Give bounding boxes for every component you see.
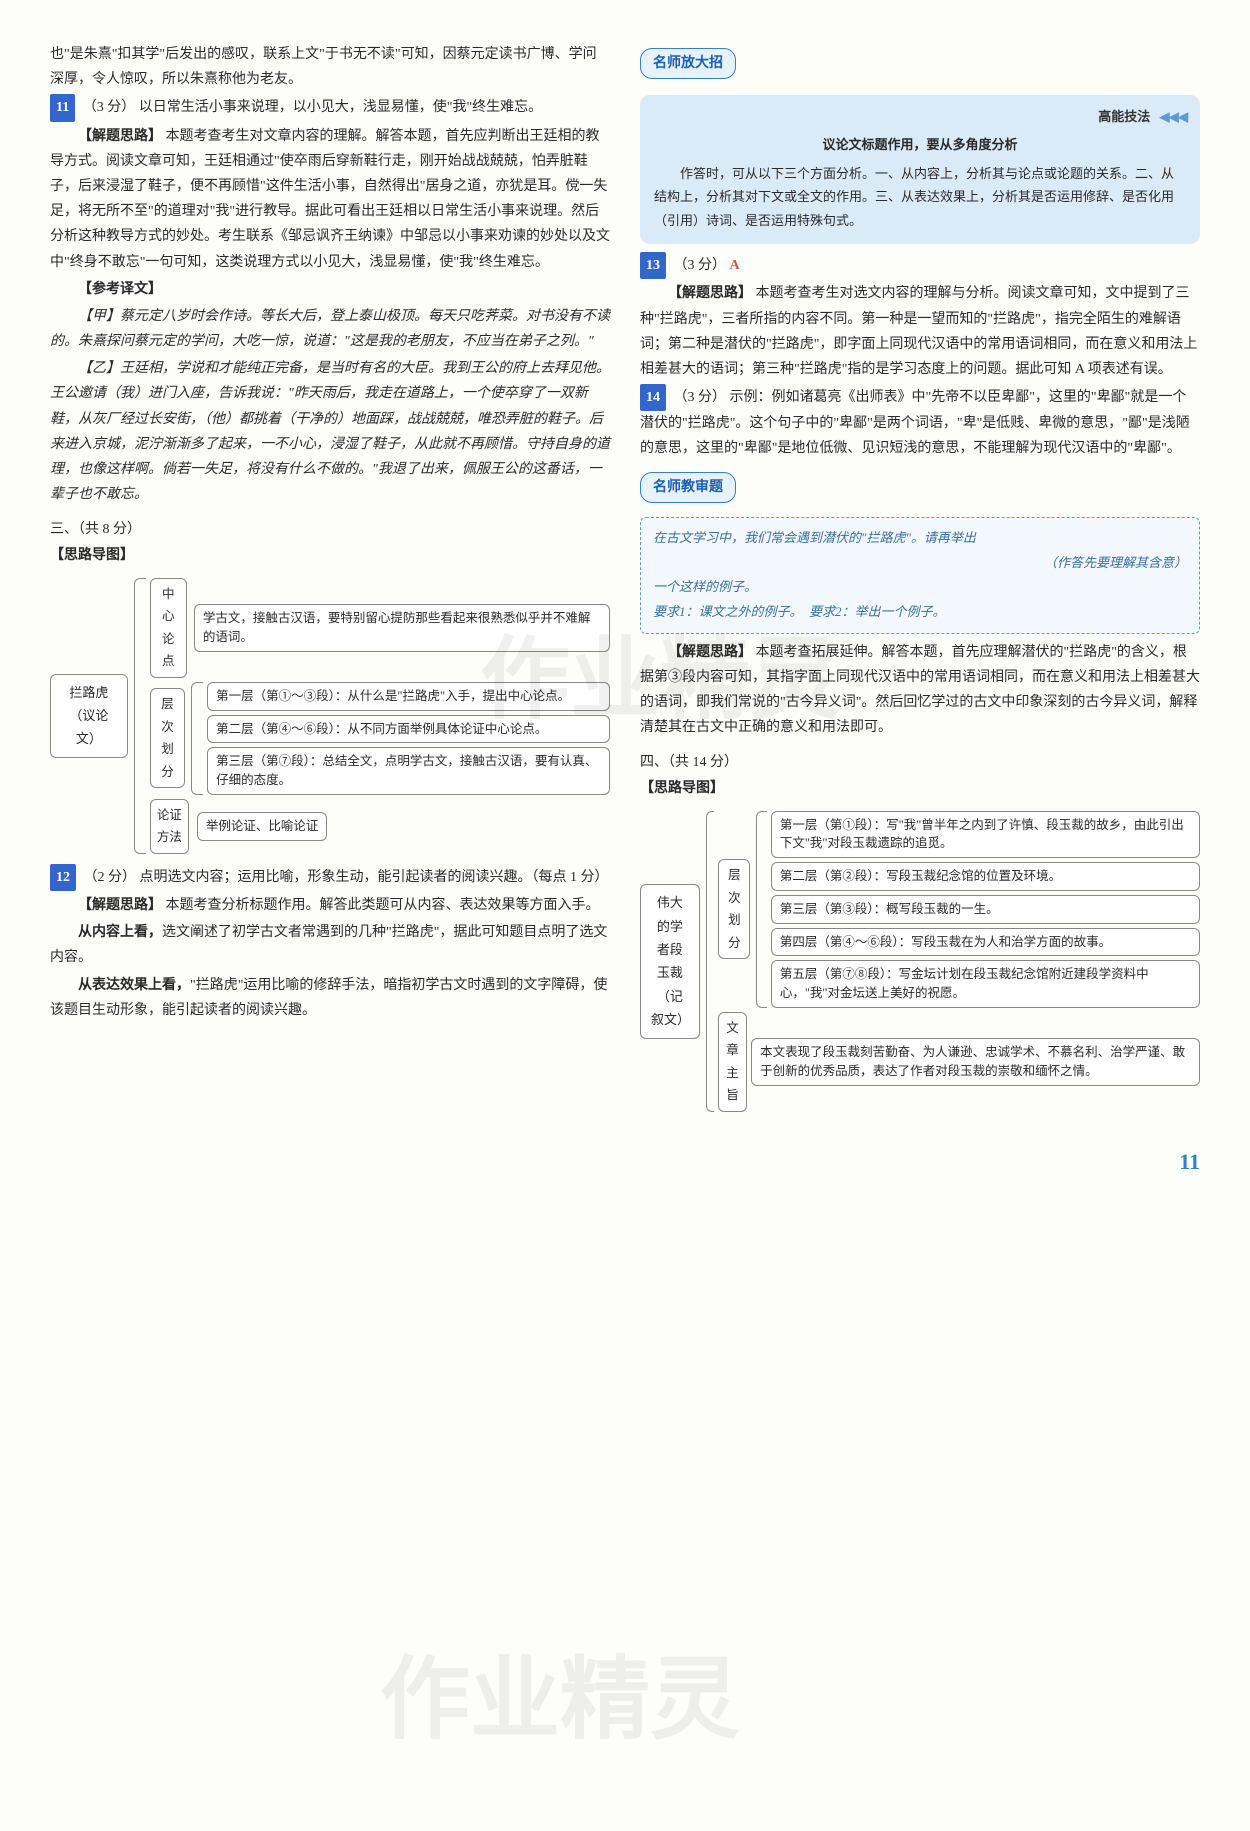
left-intro-para: 也"是朱熹"扣其学"后发出的感叹，联系上文"于书无不读"可知，因蔡元定读书广博、… (50, 42, 610, 92)
diag2-b0-label: 层次 划分 (718, 859, 750, 959)
section4-title: 四、（共 14 分） (640, 750, 1200, 775)
tip1-corner: 高能技法 (654, 105, 1186, 128)
tip1-header-wrap: 名师放大招 (640, 40, 1200, 87)
two-column-layout: 也"是朱熹"扣其学"后发出的感叹，联系上文"于书无不读"可知，因蔡元定读书广博、… (50, 40, 1200, 1122)
diag2-b1-i0: 本文表现了段玉裁刻苦勤奋、为人谦逊、忠诚学术、不慕名利、治学严谨、敢于创新的优秀… (751, 1038, 1200, 1086)
q13-block: 13 （3 分） A (640, 252, 1200, 279)
sldt-label-right: 【思路导图】 (640, 776, 1200, 801)
diag1-b0-label: 中心 论点 (150, 578, 187, 678)
q11-ck-label-wrap: 【参考译文】 (50, 277, 610, 302)
tip1-body: 作答时，可从以下三个方面分析。一、从内容上，分析其与论点或论题的关系。二、从结构… (654, 162, 1186, 232)
q12-block: 12 （2 分） 点明选文内容；运用比喻，形象生动，能引起读者的阅读兴趣。（每点… (50, 864, 610, 891)
section3-title: 三、（共 8 分） (50, 517, 610, 542)
q12-sl-para: 【解题思路】 本题考查分析标题作用。解答此类题可从内容、表达效果等方面入手。 (50, 893, 610, 918)
right-column: 名师放大招 高能技法 议论文标题作用，要从多角度分析 作答时，可从以下三个方面分… (640, 40, 1200, 1122)
diag1-b1-i2: 第三层（第⑦段）：总结全文，点明学古文，接触古汉语，要有认真、仔细的态度。 (207, 747, 610, 795)
q12-sl-label: 【解题思路】 (78, 898, 162, 913)
teacher-box: 在古文学习中，我们常会遇到潜伏的"拦路虎"。请再举出 （作答先要理解其含意） 一… (640, 517, 1200, 634)
teacher-l3: 一个这样的例子。 (653, 575, 1187, 600)
q14-sl-para: 【解题思路】 本题考查拓展延伸。解答本题，首先应理解潜伏的"拦路虎"的含义，根据… (640, 640, 1200, 741)
sldt-label-left: 【思路导图】 (50, 543, 610, 568)
q12-p3: 从表达效果上看，"拦路虎"运用比喻的修辞手法，暗指初学古文时遇到的文字障碍，使该… (50, 973, 610, 1023)
q13-sl-para: 【解题思路】 本题考查考生对选文内容的理解与分析。阅读文章可知，文中提到了三种"… (640, 281, 1200, 382)
diag2-b0-i4: 第五层（第⑦⑧段）：写金坛计划在段玉裁纪念馆附近建段学资料中心，"我"对金坛送上… (771, 960, 1200, 1008)
tip1-box: 高能技法 议论文标题作用，要从多角度分析 作答时，可从以下三个方面分析。一、从内… (640, 95, 1200, 244)
teacher-l1: 在古文学习中，我们常会遇到潜伏的"拦路虎"。请再举出 (653, 526, 1187, 551)
left-column: 也"是朱熹"扣其学"后发出的感叹，联系上文"于书无不读"可知，因蔡元定读书广博、… (50, 40, 610, 1122)
watermark-2: 作业精灵 (380, 1620, 740, 1782)
page-container: 作业精灵 作业精灵 也"是朱熹"扣其学"后发出的感叹，联系上文"于书无不读"可知… (50, 40, 1200, 1182)
diagram-2: 伟大的学 者段玉裁 （记叙文） 层次 划分 第一层（第①段）：写"我"曾半年之内… (640, 811, 1200, 1112)
teacher-header-wrap: 名师教审题 (640, 464, 1200, 511)
teacher-header: 名师教审题 (640, 472, 736, 503)
q11-block: 11 （3 分） 以日常生活小事来说理，以小见大，浅显易懂，使"我"终生难忘。 (50, 94, 610, 121)
diag1-b2-i0: 举例论证、比喻论证 (197, 812, 328, 841)
q13-number: 13 (640, 252, 666, 279)
tip1-subtitle: 议论文标题作用，要从多角度分析 (654, 133, 1186, 156)
q11-number: 11 (50, 94, 75, 121)
diag1-b1-i0: 第一层（第①～③段）：从什么是"拦路虎"入手，提出中心论点。 (207, 682, 610, 711)
teacher-l4: 要求1：课文之外的例子。 要求2：举出一个例子。 (653, 600, 1187, 625)
diag2-b1-label: 文章 主旨 (718, 1012, 746, 1112)
q11-sl-para: 【解题思路】 本题考查考生对文章内容的理解。解答本题，首先应判断出王廷相的教导方… (50, 124, 610, 275)
q12-sl-text: 本题考查分析标题作用。解答此类题可从内容、表达效果等方面入手。 (166, 898, 600, 913)
q11-main: 以日常生活小事来说理，以小见大，浅显易懂，使"我"终生难忘。 (139, 100, 542, 115)
q14-sl-label: 【解题思路】 (668, 645, 752, 660)
q13-answer: A (730, 258, 740, 273)
diag2-b0-i1: 第二层（第②段）：写段玉裁纪念馆的位置及环境。 (771, 862, 1200, 891)
q13-score: （3 分） (674, 258, 727, 273)
q11-ck1: 【甲】蔡元定八岁时会作诗。等长大后，登上泰山极顶。每天只吃荠菜。对书没有不读的。… (50, 304, 610, 354)
q11-sl-text: 本题考查考生对文章内容的理解。解答本题，首先应判断出王廷相的教导方式。阅读文章可… (50, 129, 610, 270)
q11-ck2: 【乙】王廷相，学说和才能纯正完备，是当时有名的大臣。我到王公的府上去拜见他。王公… (50, 356, 610, 507)
diagram-1: 拦路虎 （议论文） 中心 论点 学古文，接触古汉语，要特别留心提防那些看起来很熟… (50, 578, 610, 854)
q14-number: 14 (640, 384, 666, 411)
q12-p2: 从内容上看，从内容上看，选文阐述了初学古文者常遇到的几种"拦路虎"，据此可知题目… (50, 920, 610, 970)
diag2-b0-i3: 第四层（第④～⑥段）：写段玉裁在为人和治学方面的故事。 (771, 928, 1200, 957)
tip1-header: 名师放大招 (640, 48, 736, 79)
diag2-b0-i0: 第一层（第①段）：写"我"曾半年之内到了许慎、段玉裁的故乡，由此引出下文"我"对… (771, 811, 1200, 859)
diag1-branches: 中心 论点 学古文，接触古汉语，要特别留心提防那些看起来很熟悉似乎并不难解的语词… (150, 578, 610, 854)
diag2-b0-i2: 第三层（第③段）：概写段玉裁的一生。 (771, 895, 1200, 924)
diag2-branches: 层次 划分 第一层（第①段）：写"我"曾半年之内到了许慎、段玉裁的故乡，由此引出… (718, 811, 1200, 1112)
q14-block: 14 （3 分） 示例：例如诸葛亮《出师表》中"先帝不以臣卑鄙"，这里的"卑鄙"… (640, 384, 1200, 462)
q11-ck-label: 【参考译文】 (78, 282, 162, 297)
teacher-l2: （作答先要理解其含意） (653, 551, 1187, 576)
diag1-b2-label: 论证 方法 (150, 799, 189, 854)
diag1-b1-i1: 第二层（第④～⑥段）：从不同方面举例具体论证中心论点。 (207, 715, 610, 744)
q12-number: 12 (50, 864, 76, 891)
q13-sl-label: 【解题思路】 (668, 286, 752, 301)
diag2-root: 伟大的学 者段玉裁 （记叙文） (640, 884, 700, 1038)
diag1-root: 拦路虎 （议论文） (50, 674, 128, 758)
q12-main: 点明选文内容；运用比喻，形象生动，能引起读者的阅读兴趣。（每点 1 分） (140, 870, 609, 885)
q12-score: （2 分） (84, 870, 137, 885)
q14-score: （3 分） (674, 390, 727, 405)
q11-score: （3 分） (83, 100, 136, 115)
diag1-b0-i0: 学古文，接触古汉语，要特别留心提防那些看起来很熟悉似乎并不难解的语词。 (194, 604, 610, 652)
arrow-left-icon (1154, 109, 1187, 124)
q11-sl-label: 【解题思路】 (78, 129, 162, 144)
diag1-b1-label: 层次 划分 (150, 688, 185, 788)
page-number: 11 (50, 1142, 1200, 1182)
